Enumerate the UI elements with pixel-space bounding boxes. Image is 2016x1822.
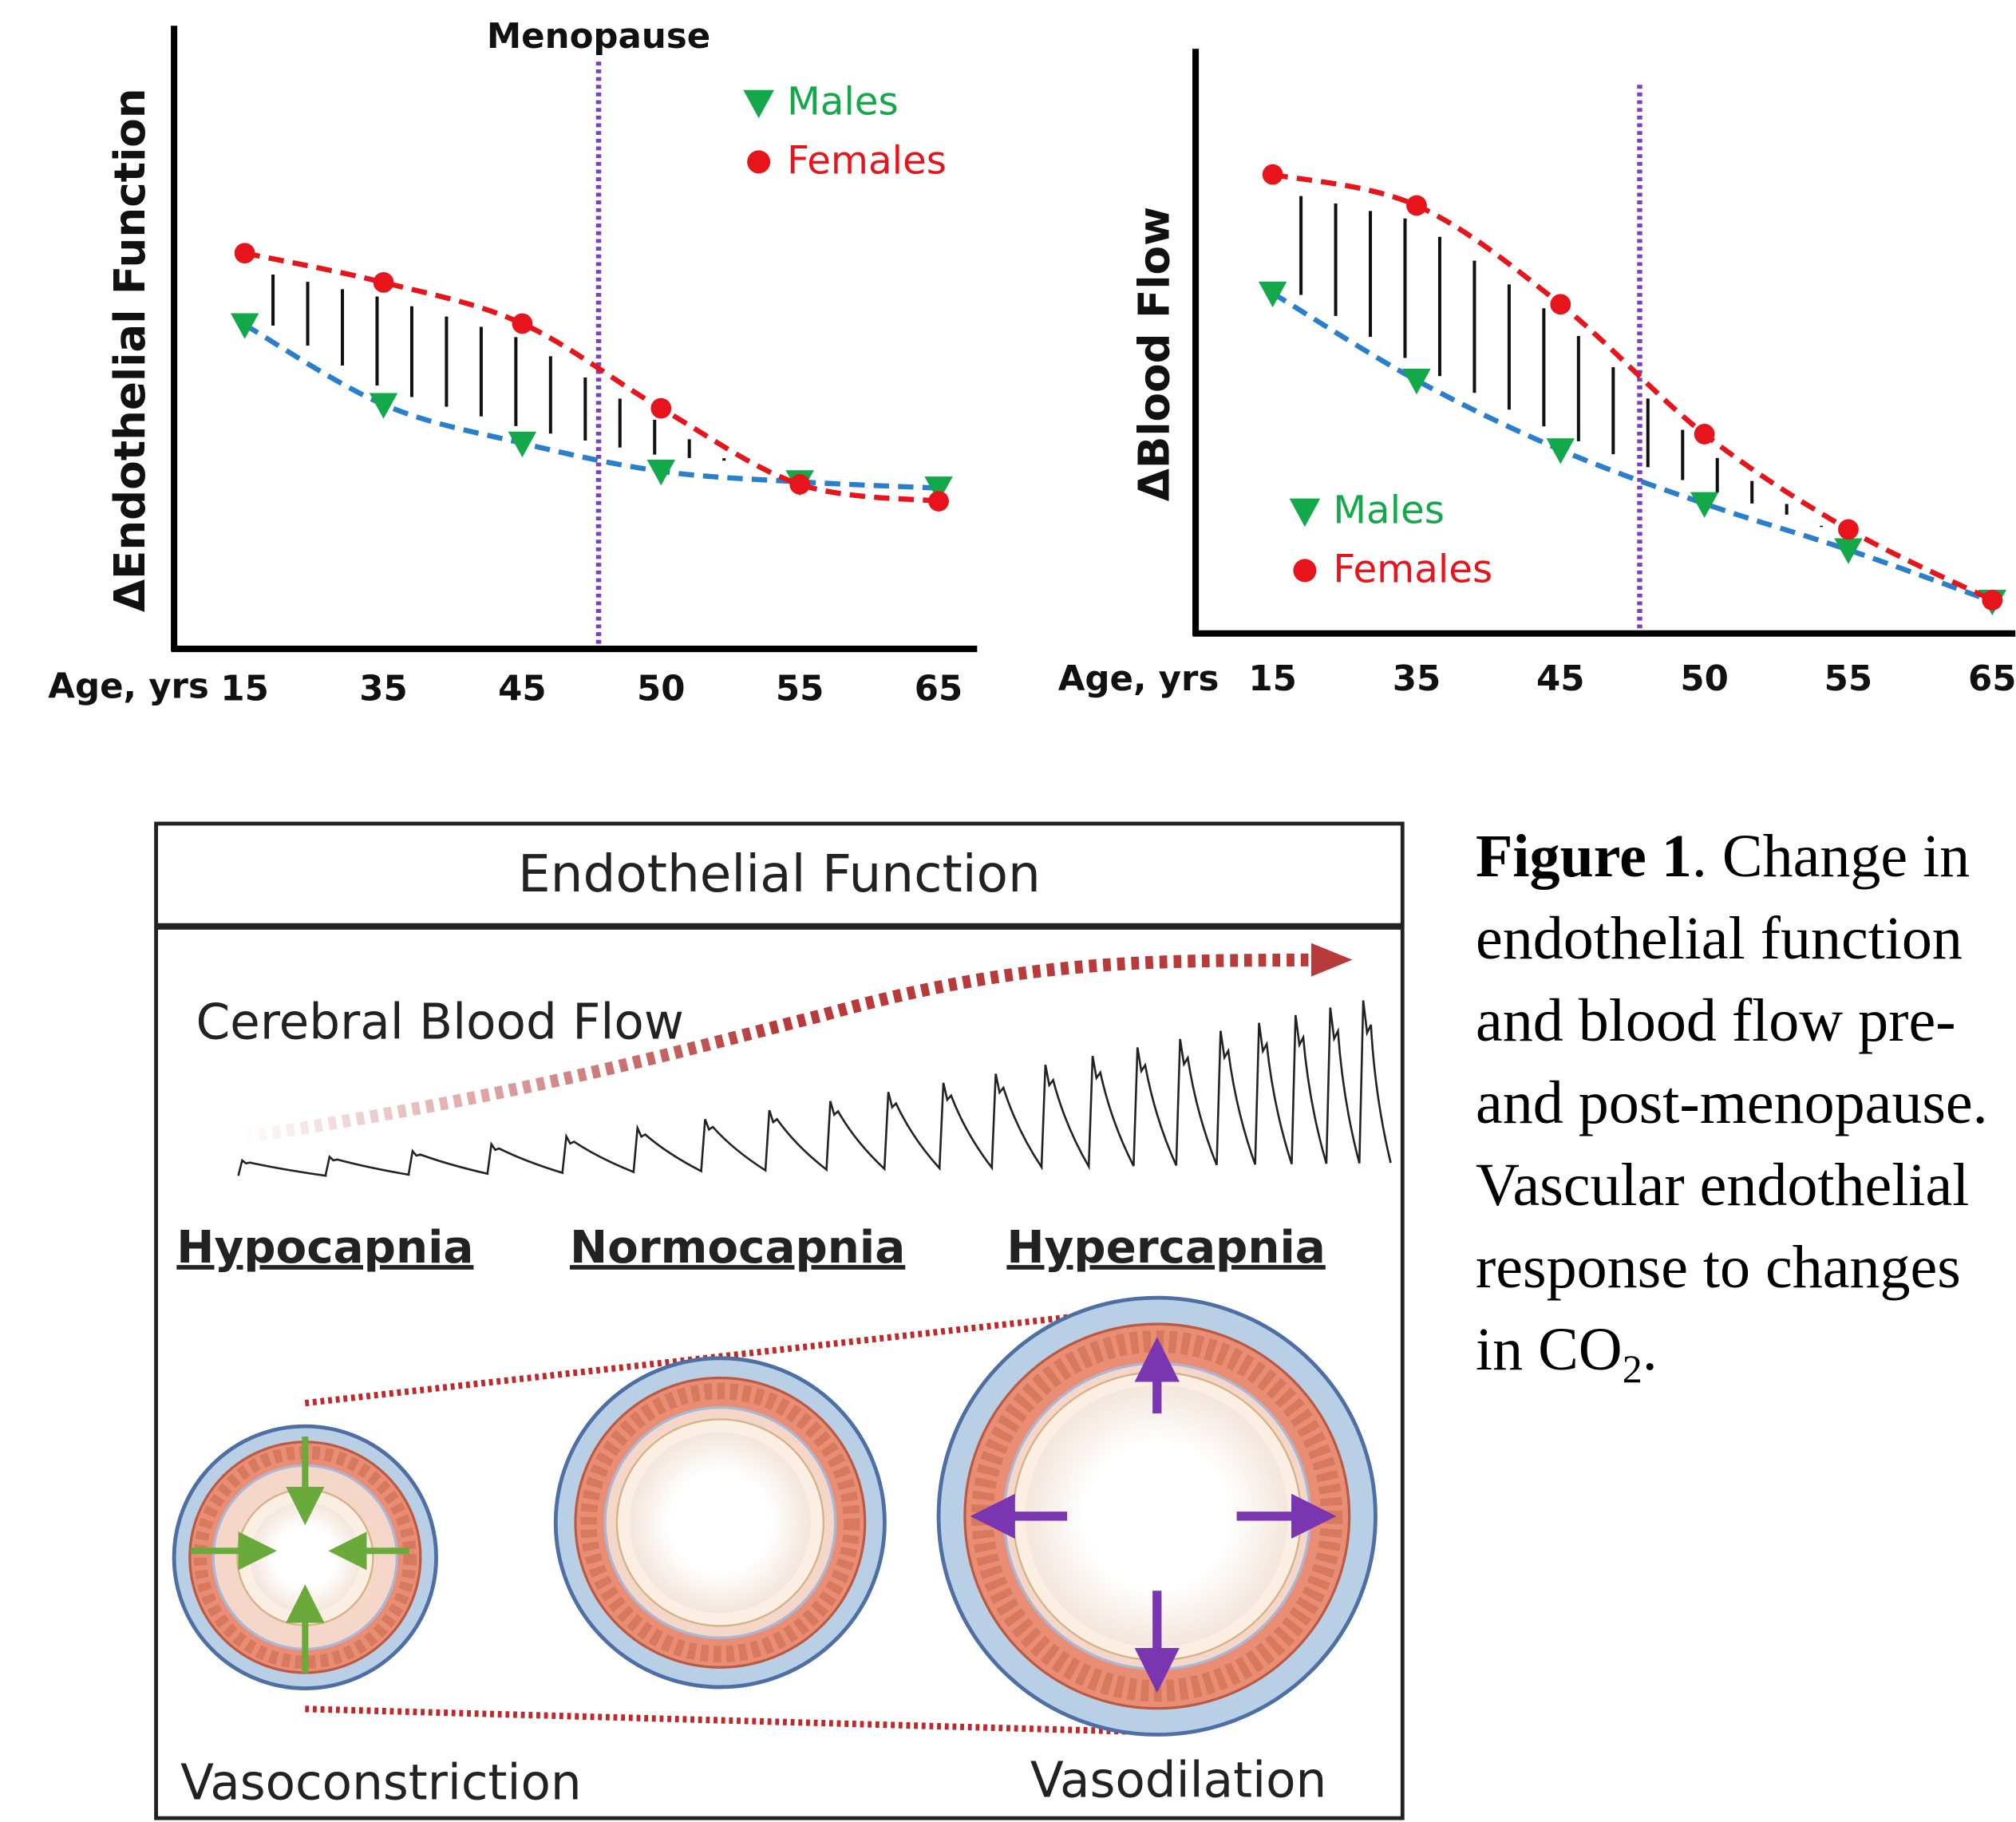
x-axis-label: Age, yrs bbox=[1058, 659, 1219, 699]
x-tick-label: 65 bbox=[1968, 659, 2016, 699]
dilation-arrows bbox=[970, 1337, 1337, 1694]
diagram-title: Endothelial Function bbox=[518, 844, 1041, 904]
point bbox=[373, 272, 394, 293]
point bbox=[928, 491, 949, 512]
point bbox=[1982, 590, 2003, 611]
x-tick-label: 15 bbox=[220, 670, 269, 709]
point bbox=[230, 313, 259, 339]
point bbox=[1258, 281, 1287, 308]
flow-label: Cerebral Blood Flow bbox=[196, 994, 683, 1050]
point bbox=[1834, 538, 1863, 564]
x-tick-label: 50 bbox=[637, 670, 686, 709]
legend-label: Males bbox=[1333, 488, 1445, 532]
line-chart: Menopause ΔEndothelial Function Age, yrs 15… bbox=[48, 17, 978, 709]
legend-symbol bbox=[743, 89, 774, 119]
y-axis-label: ΔBlood Flow bbox=[1129, 207, 1179, 501]
vessel-media-texture bbox=[580, 1382, 860, 1663]
state-label: Hypercapnia bbox=[1006, 1222, 1325, 1274]
point bbox=[508, 431, 537, 458]
state-label: Normocapnia bbox=[570, 1222, 905, 1274]
flow-arrow bbox=[243, 953, 1325, 1144]
point bbox=[369, 393, 398, 419]
charts: Menopause ΔEndothelial Function Age, yrs 15… bbox=[48, 17, 2016, 709]
flow-arrowhead bbox=[1310, 943, 1353, 977]
point bbox=[650, 397, 672, 419]
x-tick-label: 35 bbox=[359, 670, 408, 709]
point bbox=[924, 476, 953, 503]
point bbox=[1838, 519, 1859, 540]
legend-label: Females bbox=[787, 138, 947, 183]
constriction-arrows bbox=[191, 1436, 409, 1674]
annotation: Menopause bbox=[487, 17, 710, 57]
vessel-lumen bbox=[250, 1502, 361, 1613]
diagram: Endothelial Function Cerebral Blood Flow… bbox=[154, 821, 1405, 1820]
caption-subscript: 2 bbox=[1622, 1346, 1642, 1392]
legend-label: Males bbox=[787, 79, 899, 124]
series-line bbox=[1271, 172, 1994, 603]
point bbox=[789, 474, 811, 495]
caption-end: . bbox=[1642, 1316, 1658, 1383]
dotted-guide bbox=[305, 1705, 1151, 1736]
point bbox=[1694, 424, 1715, 445]
series-line bbox=[243, 251, 939, 504]
caption-text: . Change in endothelial function and blo… bbox=[1476, 823, 1988, 1383]
left-label: Vasoconstriction bbox=[180, 1755, 582, 1812]
state-label: Hypocapnia bbox=[176, 1222, 473, 1274]
legend-label: Females bbox=[1333, 547, 1492, 591]
point bbox=[512, 313, 533, 334]
legend-symbol bbox=[1293, 559, 1317, 583]
point bbox=[646, 460, 676, 486]
x-tick-label: 55 bbox=[776, 670, 824, 709]
diagram-frame bbox=[154, 821, 1405, 1820]
caption-label: Figure 1 bbox=[1476, 823, 1692, 890]
point bbox=[1402, 369, 1431, 395]
point bbox=[234, 243, 255, 264]
right-label: Vasodilation bbox=[1030, 1752, 1326, 1808]
point bbox=[1550, 294, 1571, 315]
vessel-lumen bbox=[1026, 1385, 1288, 1648]
y-axis-label: ΔEndothelial Function bbox=[105, 88, 155, 612]
x-tick-label: 45 bbox=[1536, 659, 1585, 699]
x-tick-label: 15 bbox=[1248, 659, 1297, 699]
x-axis-label: Age, yrs bbox=[48, 666, 209, 706]
x-tick-label: 55 bbox=[1824, 659, 1872, 699]
x-tick-label: 35 bbox=[1393, 659, 1441, 699]
x-tick-label: 65 bbox=[915, 670, 963, 709]
legend-symbol bbox=[747, 150, 771, 174]
vessel-lumen bbox=[630, 1432, 811, 1614]
point bbox=[1690, 492, 1719, 518]
series-line bbox=[1271, 290, 1994, 604]
point bbox=[1546, 438, 1575, 464]
series-line bbox=[243, 322, 939, 491]
point bbox=[1406, 195, 1427, 216]
line-chart: ΔBlood Flow Age, yrs 15 35 45 50 55 65 Males Fema… bbox=[1058, 49, 2016, 699]
point bbox=[1262, 164, 1283, 185]
caption: Figure 1. Change in endothelial function… bbox=[1476, 816, 2010, 1410]
x-tick-label: 50 bbox=[1680, 659, 1728, 699]
legend-symbol bbox=[1289, 498, 1321, 528]
dotted-guide bbox=[304, 1304, 1152, 1407]
x-tick-label: 45 bbox=[498, 670, 546, 709]
vessels bbox=[172, 1295, 1378, 1737]
flow-waveform bbox=[237, 1000, 1392, 1177]
